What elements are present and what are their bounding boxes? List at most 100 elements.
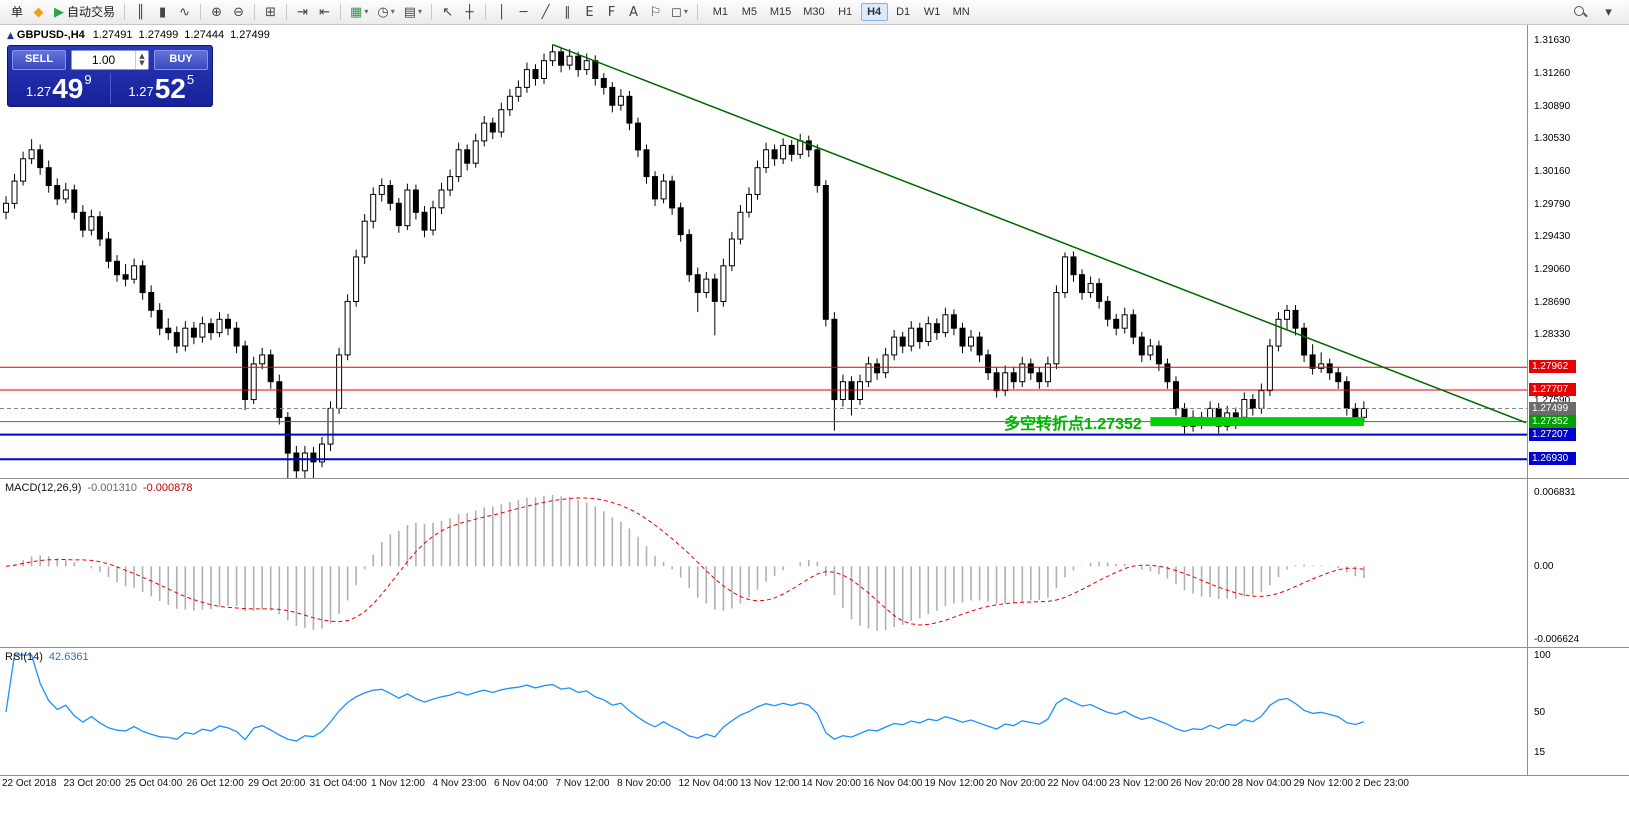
- volume-spinner[interactable]: ▲ ▼: [135, 50, 148, 69]
- cursor-icon: ↖: [442, 4, 453, 20]
- descending-trendline[interactable]: [552, 43, 1527, 424]
- macd-axis-label: 0.00: [1534, 561, 1554, 573]
- timeframe-m30-button[interactable]: M30: [798, 3, 829, 21]
- dropdown-arrow-icon[interactable]: ▾: [418, 7, 423, 16]
- symbol-marker-icon: ▲: [7, 31, 14, 41]
- spinner-up-icon[interactable]: ▲: [139, 51, 145, 60]
- candlestick-chart-button[interactable]: ▮: [152, 2, 173, 22]
- candlestick-series: [3, 44, 1367, 478]
- rsi-line: [5, 654, 1365, 742]
- toolbar-separator: [485, 4, 487, 20]
- price-axis-label: 1.30890: [1534, 101, 1571, 113]
- volume-control[interactable]: 1.00 ▲ ▼: [71, 49, 149, 70]
- pivot-annotation[interactable]: 多空转折点1.27352: [1003, 416, 1142, 434]
- time-axis-label: 16 Nov 04:00: [863, 778, 923, 789]
- auto-scroll-button[interactable]: ⇥: [292, 2, 313, 22]
- time-axis-label: 23 Nov 12:00: [1109, 778, 1169, 789]
- shapes-button[interactable]: ◻ ▾: [667, 2, 692, 22]
- elliott-tool-button[interactable]: E: [579, 2, 600, 22]
- timeframe-d1-button[interactable]: D1: [890, 3, 917, 21]
- autotrading-button[interactable]: ▶ 自动交易: [50, 2, 119, 22]
- dropdown-arrow-icon[interactable]: ▾: [390, 7, 395, 16]
- sell-price-sup: 9: [84, 72, 92, 87]
- volume-value[interactable]: 1.00: [91, 52, 116, 67]
- more-tools-button[interactable]: ▾: [1605, 4, 1612, 20]
- time-axis-label: 26 Oct 12:00: [186, 778, 244, 789]
- price-axis-label: 1.31260: [1534, 68, 1571, 80]
- panel-separator[interactable]: [0, 647, 1629, 648]
- text-tool-button[interactable]: A: [623, 2, 644, 22]
- new-order-button[interactable]: 单: [4, 2, 27, 22]
- toolbar-separator: [431, 4, 433, 20]
- panel-separator[interactable]: [0, 478, 1629, 479]
- templates-button[interactable]: ▤ ▾: [400, 2, 426, 22]
- label-tool-button[interactable]: ⚐: [645, 2, 666, 22]
- trendline-button[interactable]: ╱: [535, 2, 556, 22]
- periods-button[interactable]: ◷ ▾: [373, 2, 398, 22]
- timeframe-m15-button[interactable]: M15: [765, 3, 796, 21]
- buy-button[interactable]: BUY: [154, 49, 208, 70]
- time-axis-label: 22 Nov 04:00: [1047, 778, 1108, 789]
- timeframe-m5-button[interactable]: M5: [736, 3, 763, 21]
- macd-value-signal: -0.000878: [142, 482, 193, 494]
- search-button[interactable]: [1569, 2, 1592, 22]
- price-axis[interactable]: 1.31630 1.31260 1.30890 1.30530 1.30160 1.297…: [1527, 25, 1629, 775]
- timeframe-m1-button[interactable]: M1: [707, 3, 734, 21]
- price-axis-label: 1.29790: [1534, 199, 1571, 211]
- cursor-button[interactable]: ↖: [437, 2, 458, 22]
- time-axis-label: 20 Nov 20:00: [986, 778, 1046, 789]
- chart-shift-button[interactable]: ⇤: [314, 2, 335, 22]
- tile-windows-button[interactable]: ⊞: [260, 2, 281, 22]
- timeframe-mn-button[interactable]: MN: [948, 3, 975, 21]
- chart-window[interactable]: ▲ GBPUSD-,H4 1.27491 1.27499 1.27444 1.27499 …: [0, 25, 1629, 819]
- zoom-in-button[interactable]: ⊕: [206, 2, 227, 22]
- fibonacci-tool-button[interactable]: F: [601, 2, 622, 22]
- timeframe-h1-button[interactable]: H1: [832, 3, 859, 21]
- panel-separator[interactable]: [0, 775, 1629, 776]
- time-axis[interactable]: 22 Oct 2018 23 Oct 20:00 25 Oct 04:00 26 Oc…: [0, 776, 1527, 792]
- sell-button[interactable]: SELL: [12, 49, 66, 70]
- dropdown-arrow-icon[interactable]: ▾: [683, 7, 688, 16]
- toolbar-item-group: 单 ◆ ▶ 自动交易 ║ ▮ ∿ ⊕ ⊖ ⊞ ⇥ ⇤ ▦ ▾ ◷ ▾ ▤ ▾ ↖ ┼ │ ─ ╱ ∥ E F A ⚐ ◻ ▾: [4, 2, 702, 22]
- macd-value-main: -0.001310: [87, 482, 137, 494]
- zoom-out-icon: ⊖: [233, 4, 244, 20]
- crosshair-icon: ┼: [465, 4, 474, 20]
- time-axis-label: 26 Nov 20:00: [1170, 778, 1231, 789]
- price-tag: 1.27499: [1529, 401, 1576, 415]
- horizontal-line-button[interactable]: ─: [513, 2, 534, 22]
- buy-price-prefix: 1.27: [128, 84, 154, 99]
- new-chart-icon: ▦: [350, 4, 363, 20]
- auto-scroll-icon: ⇥: [297, 4, 308, 20]
- new-chart-button[interactable]: ▦ ▾: [346, 2, 372, 22]
- zoom-out-button[interactable]: ⊖: [228, 2, 249, 22]
- quote-open: 1.27491: [92, 29, 133, 41]
- quote-close: 1.27499: [230, 29, 270, 41]
- macd-name: MACD(12,26,9): [5, 482, 82, 494]
- dropdown-arrow-icon[interactable]: ▾: [364, 7, 369, 16]
- time-axis-label: 29 Nov 12:00: [1293, 778, 1354, 789]
- price-divider: [109, 73, 111, 104]
- timeframe-w1-button[interactable]: W1: [919, 3, 946, 21]
- buy-price[interactable]: 1.27 52 5: [111, 71, 213, 106]
- time-axis-label: 13 Nov 12:00: [740, 778, 800, 789]
- time-axis-label: 25 Oct 04:00: [125, 778, 183, 789]
- bar-chart-button[interactable]: ║: [130, 2, 151, 22]
- main-chart-canvas[interactable]: [0, 25, 1527, 478]
- label-tool-icon: ⚐: [649, 4, 662, 20]
- toolbar: 单 ◆ ▶ 自动交易 ║ ▮ ∿ ⊕ ⊖ ⊞ ⇥ ⇤ ▦ ▾ ◷ ▾ ▤ ▾ ↖ ┼ │ ─ ╱ ∥ E F A ⚐ ◻ ▾ M1 M5 M1…: [0, 0, 1629, 25]
- line-chart-button[interactable]: ∿: [174, 2, 195, 22]
- vertical-line-button[interactable]: │: [491, 2, 512, 22]
- macd-panel-canvas[interactable]: [0, 479, 1527, 647]
- timeframe-h4-button[interactable]: H4: [860, 3, 888, 21]
- spinner-down-icon[interactable]: ▼: [139, 58, 145, 67]
- time-axis-label: 22 Oct 2018: [2, 778, 57, 789]
- rsi-panel-canvas[interactable]: [0, 648, 1527, 775]
- mql5-icon-button[interactable]: ◆: [28, 2, 49, 22]
- crosshair-button[interactable]: ┼: [459, 2, 480, 22]
- autotrading-button-label: 自动交易: [67, 5, 116, 19]
- vertical-line-icon: │: [497, 4, 506, 20]
- sell-price[interactable]: 1.27 49 9: [8, 71, 110, 106]
- channel-button[interactable]: ∥: [557, 2, 578, 22]
- support-highlight-zone[interactable]: [1150, 417, 1364, 427]
- price-axis-label: 1.29060: [1534, 264, 1571, 276]
